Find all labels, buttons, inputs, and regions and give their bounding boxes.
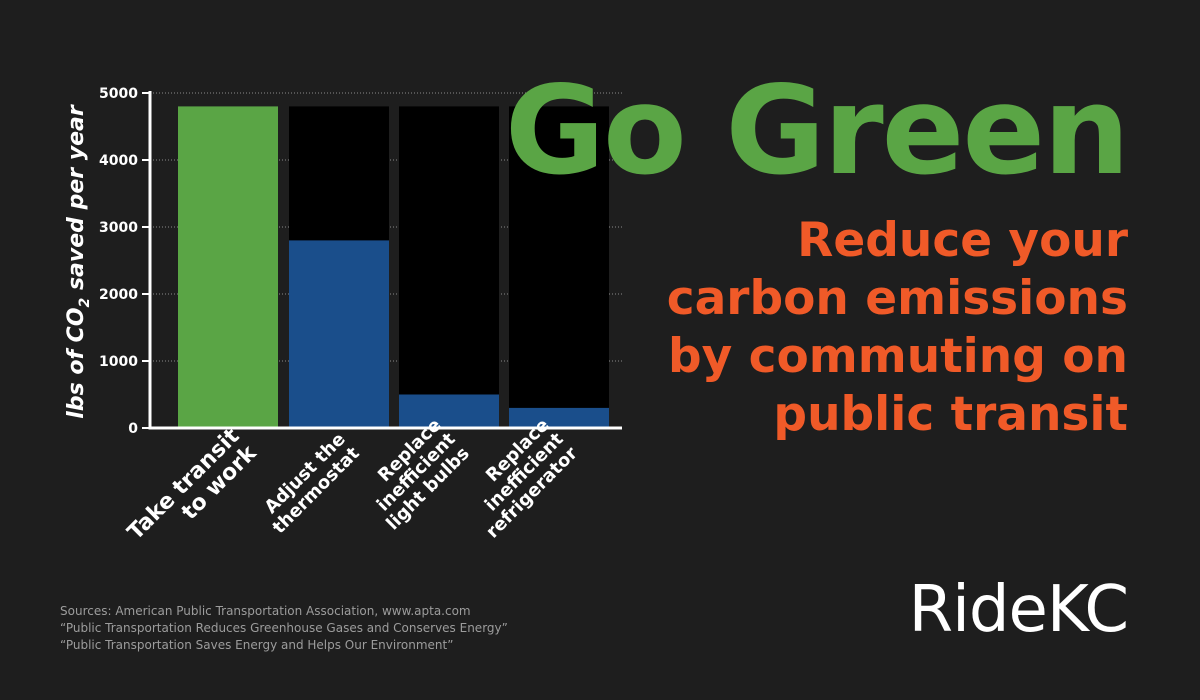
bar-2 [289,240,389,428]
y-tick-label-0: 0 [128,421,138,437]
source-line-1: Sources: American Public Transportation … [60,604,471,618]
sources: Sources: American Public Transportation … [60,603,508,654]
y-tick-label-2000: 2000 [99,287,138,303]
y-tick-label-3000: 3000 [99,220,138,236]
category-label-4: Replaceinefficientrefrigerator [454,414,582,542]
y-tick-label-1000: 1000 [99,354,138,370]
y-axis-label: lbs of CO2 saved per year [64,104,93,419]
source-line-2: “Public Transportation Reduces Greenhous… [60,621,508,635]
category-label-3: Replaceinefficientlight bulbs [354,414,474,534]
source-line-3: “Public Transportation Saves Energy and … [60,638,454,652]
ridekc-logo: RideKC [908,573,1129,647]
subhead: Reduce your carbon emissions by commutin… [666,213,1128,442]
category-label-1: Take transitto work [123,423,262,562]
headline: Go Green [504,60,1130,202]
category-label-2: Adjust thethermostat [254,429,364,539]
bar-background-4 [509,106,609,429]
bar-3 [399,394,499,428]
bar-1 [178,106,278,429]
y-tick-label-4000: 4000 [99,153,138,169]
bar-background-3 [399,106,499,429]
y-tick-label-5000: 5000 [99,86,138,102]
bar-4 [509,407,609,428]
